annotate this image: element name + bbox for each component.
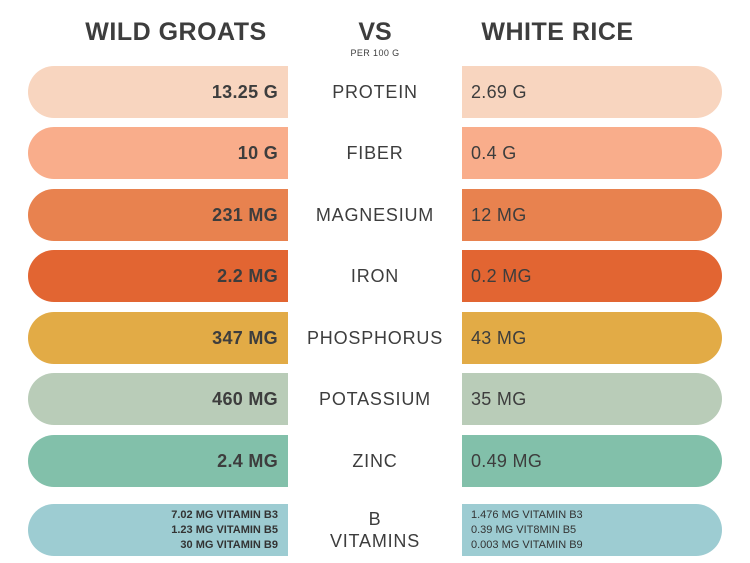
header-right-title: WHITE RICE: [481, 18, 634, 46]
nutrient-label: FIBER: [346, 142, 404, 163]
vitamin-line: 0.39 MG VIT8MIN B5: [471, 523, 577, 536]
nutrient-label: B VITAMINS: [288, 504, 462, 556]
wild-groats-value: 2.2 MG: [217, 265, 278, 286]
white-rice-pill: 12 MG: [462, 189, 722, 241]
header-left-title: WILD GROATS: [85, 18, 267, 46]
white-rice-pill: 43 MG: [462, 312, 722, 364]
vitamin-line: 1.476 MG VITAMIN B3: [471, 508, 583, 521]
comparison-row: 231 MG MAGNESIUM 12 MG: [0, 189, 750, 241]
wild-groats-pill: 2.4 MG: [28, 435, 288, 487]
wild-groats-pill: 231 MG: [28, 189, 288, 241]
wild-groats-pill: 13.25 G: [28, 66, 288, 118]
white-rice-value: 0.2 MG: [471, 265, 532, 286]
white-rice-value: 0.49 MG: [471, 450, 543, 471]
wild-groats-value: 10 G: [237, 142, 278, 163]
white-rice-value: 35 MG: [471, 388, 527, 409]
comparison-row: 2.4 MG ZINC 0.49 MG: [0, 435, 750, 487]
comparison-row: 460 MG POTASSIUM 35 MG: [0, 373, 750, 425]
wild-groats-pill: 2.2 MG: [28, 250, 288, 302]
white-rice-vitamin-list: 1.476 MG VITAMIN B3 0.39 MG VIT8MIN B5 0…: [471, 508, 583, 553]
header-vs: VS: [358, 18, 392, 46]
vitamin-line: 30 MG VITAMIN B9: [180, 538, 278, 551]
white-rice-pill: 35 MG: [462, 373, 722, 425]
white-rice-pill: 2.69 G: [462, 66, 722, 118]
nutrient-label: ZINC: [352, 450, 398, 471]
nutrient-label-line: VITAMINS: [329, 531, 421, 551]
wild-groats-value: 2.4 MG: [217, 450, 278, 471]
white-rice-pill: 0.4 G: [462, 127, 722, 179]
wild-groats-pill: 7.02 MG VITAMIN B3 1.23 MG VITAMIN B5 30…: [28, 504, 288, 556]
wild-groats-value: 460 MG: [212, 388, 278, 409]
vitamin-line: 0.003 MG VITAMIN B9: [471, 538, 583, 551]
comparison-row: 10 G FIBER 0.4 G: [0, 127, 750, 179]
nutrient-label: PROTEIN: [332, 81, 418, 102]
white-rice-value: 43 MG: [471, 327, 527, 348]
white-rice-pill: 0.2 MG: [462, 250, 722, 302]
nutrient-label: POTASSIUM: [319, 388, 431, 409]
wild-groats-value: 347 MG: [212, 327, 278, 348]
white-rice-pill: 0.49 MG: [462, 435, 722, 487]
white-rice-value: 0.4 G: [471, 142, 517, 163]
white-rice-pill: 1.476 MG VITAMIN B3 0.39 MG VIT8MIN B5 0…: [462, 504, 722, 556]
nutrient-label: IRON: [350, 265, 400, 286]
nutrient-label: PHOSPHORUS: [306, 327, 444, 348]
wild-groats-pill: 347 MG: [28, 312, 288, 364]
wild-groats-pill: 10 G: [28, 127, 288, 179]
nutrient-label: MAGNESIUM: [315, 204, 435, 225]
vitamin-line: 7.02 MG VITAMIN B3: [171, 508, 278, 521]
wild-groats-pill: 460 MG: [28, 373, 288, 425]
white-rice-value: 12 MG: [471, 204, 527, 225]
wild-groats-vitamin-list: 7.02 MG VITAMIN B3 1.23 MG VITAMIN B5 30…: [171, 508, 278, 553]
b-vitamins-row: 7.02 MG VITAMIN B3 1.23 MG VITAMIN B5 30…: [0, 504, 750, 556]
wild-groats-value: 231 MG: [212, 204, 278, 225]
comparison-row: 347 MG PHOSPHORUS 43 MG: [0, 312, 750, 364]
header-per-unit: PER 100 G: [350, 48, 400, 58]
white-rice-value: 2.69 G: [471, 81, 527, 102]
nutrient-label-line: B: [368, 508, 382, 529]
comparison-row: 2.2 MG IRON 0.2 MG: [0, 250, 750, 302]
vitamin-line: 1.23 MG VITAMIN B5: [171, 523, 278, 536]
wild-groats-value: 13.25 G: [211, 81, 278, 102]
comparison-row: 13.25 G PROTEIN 2.69 G: [0, 66, 750, 118]
